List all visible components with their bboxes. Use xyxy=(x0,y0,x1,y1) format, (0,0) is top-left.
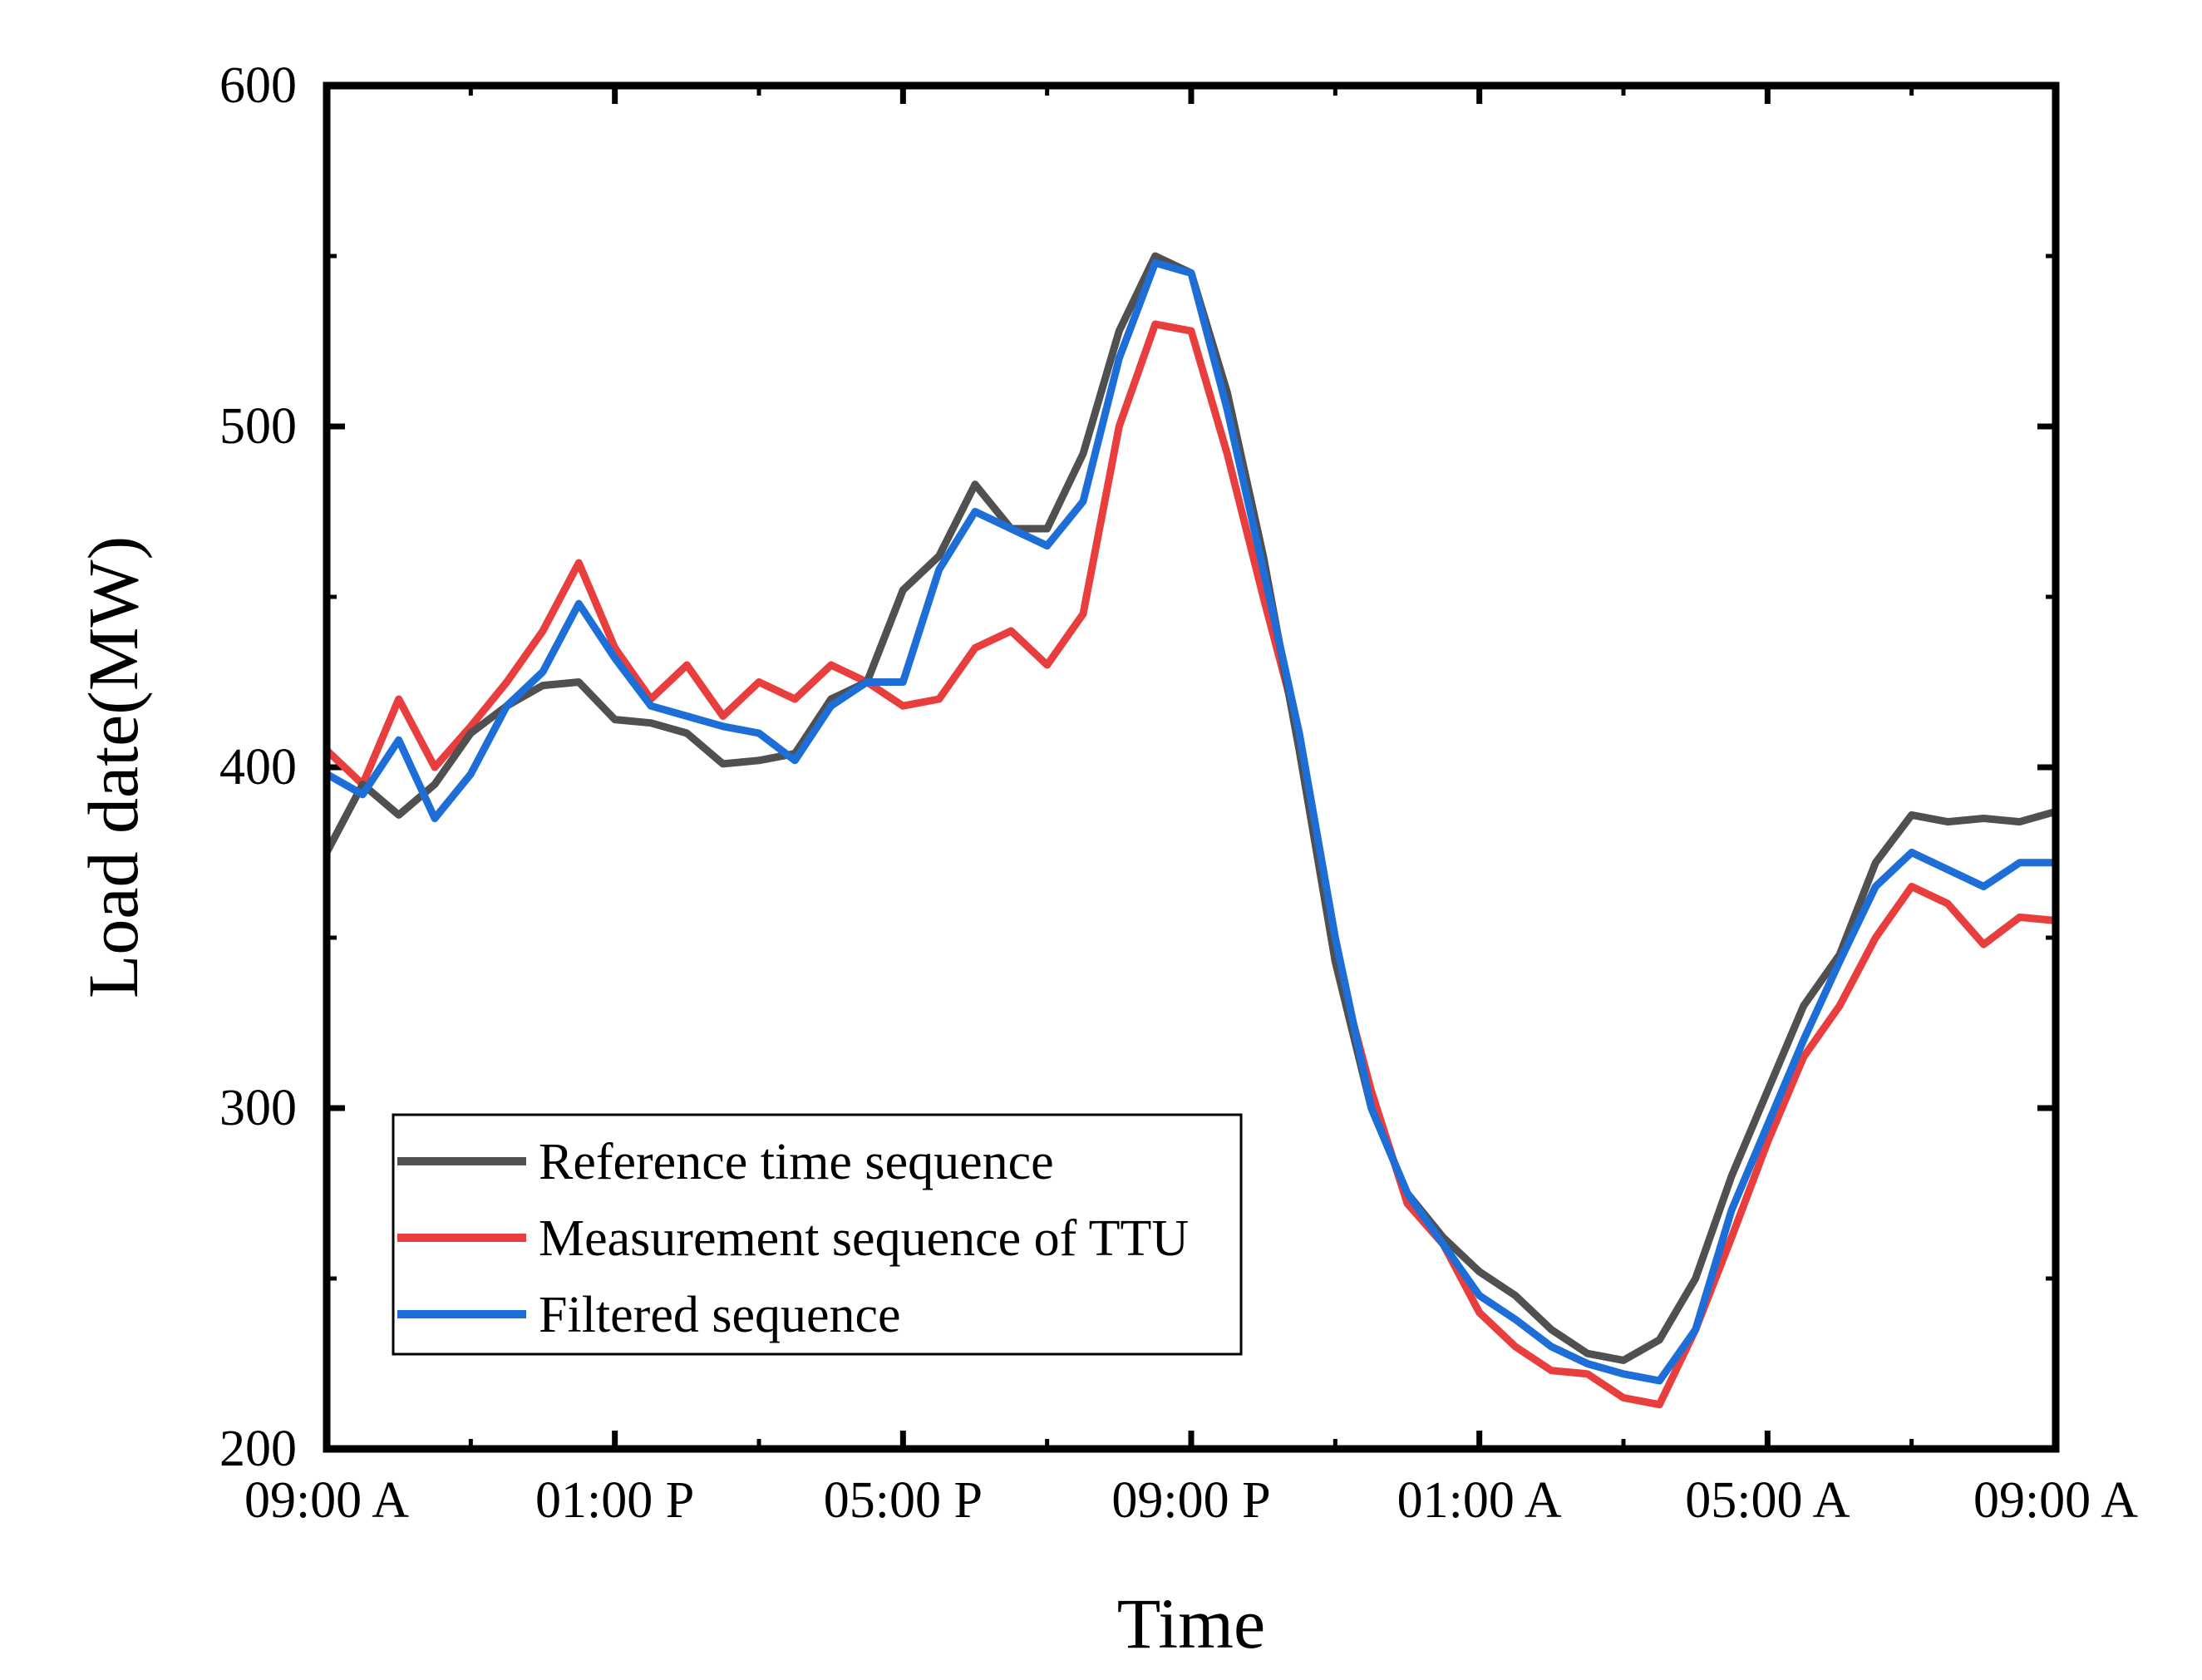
y-axis-title: Load date(MW) xyxy=(73,536,153,998)
legend-label-reference: Reference time sequence xyxy=(539,1134,1054,1190)
legend-box xyxy=(392,1113,1243,1356)
y-tick-label: 600 xyxy=(219,57,297,114)
plot-frame xyxy=(323,81,2060,1453)
y-tick-label: 500 xyxy=(219,398,297,455)
series-line-filtered-sequence xyxy=(323,259,2060,1385)
x-tick-label: 01:00 A xyxy=(1397,1472,1562,1529)
x-axis-title: Time xyxy=(1117,1584,1265,1663)
x-tick-label: 05:00 A xyxy=(1685,1472,1850,1529)
x-tick-label: 09:00 P xyxy=(1111,1472,1270,1529)
y-tick-label: 400 xyxy=(219,739,297,796)
legend-label-measurement: Measurement sequence of TTU xyxy=(539,1210,1189,1267)
x-tick-label: 09:00 A xyxy=(1973,1472,2138,1529)
axis-tick-labels: 200 300 400 500 600 09:00 A 01:00 P 05:00 P 09:0… xyxy=(219,57,2138,1529)
series-line-measurement-sequence-of-ttu xyxy=(323,320,2060,1409)
data-series xyxy=(323,252,2060,1409)
legend: Reference time sequence Measurement sequ… xyxy=(392,1113,1243,1356)
x-tick-label: 01:00 P xyxy=(535,1472,694,1529)
y-tick-label: 200 xyxy=(219,1421,297,1477)
legend-label-filtered: Filtered sequence xyxy=(539,1287,901,1343)
x-tick-label: 09:00 A xyxy=(244,1472,409,1529)
x-tick-label: 05:00 P xyxy=(824,1472,983,1529)
y-tick-label: 300 xyxy=(219,1080,297,1136)
